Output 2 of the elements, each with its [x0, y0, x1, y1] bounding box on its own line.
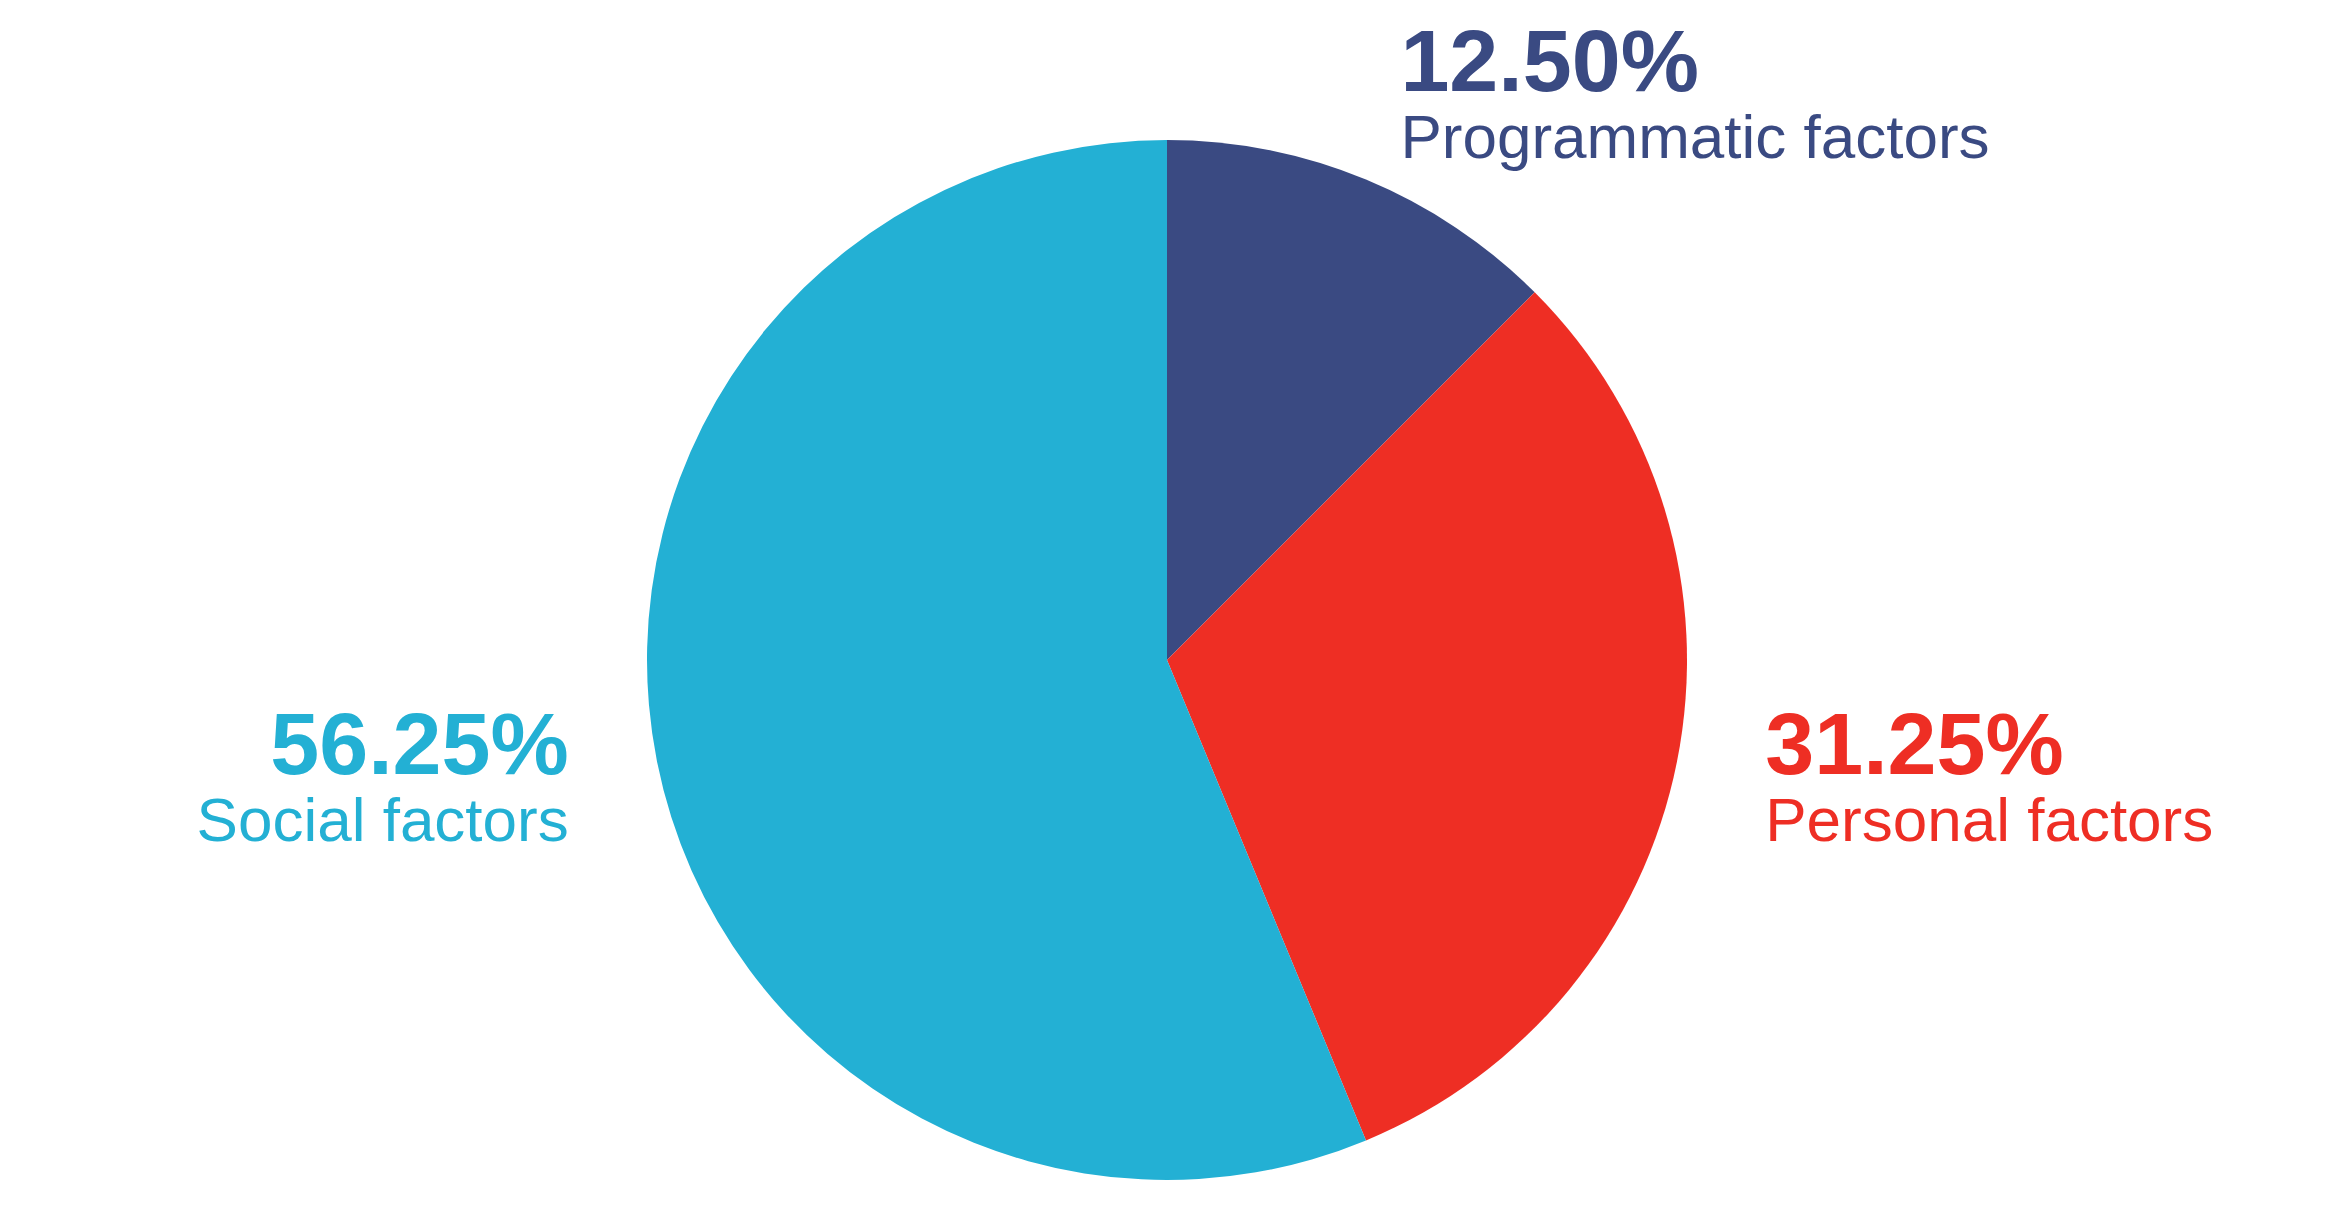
pie-slice	[647, 140, 1366, 1180]
pie-slice	[1167, 292, 1687, 1141]
